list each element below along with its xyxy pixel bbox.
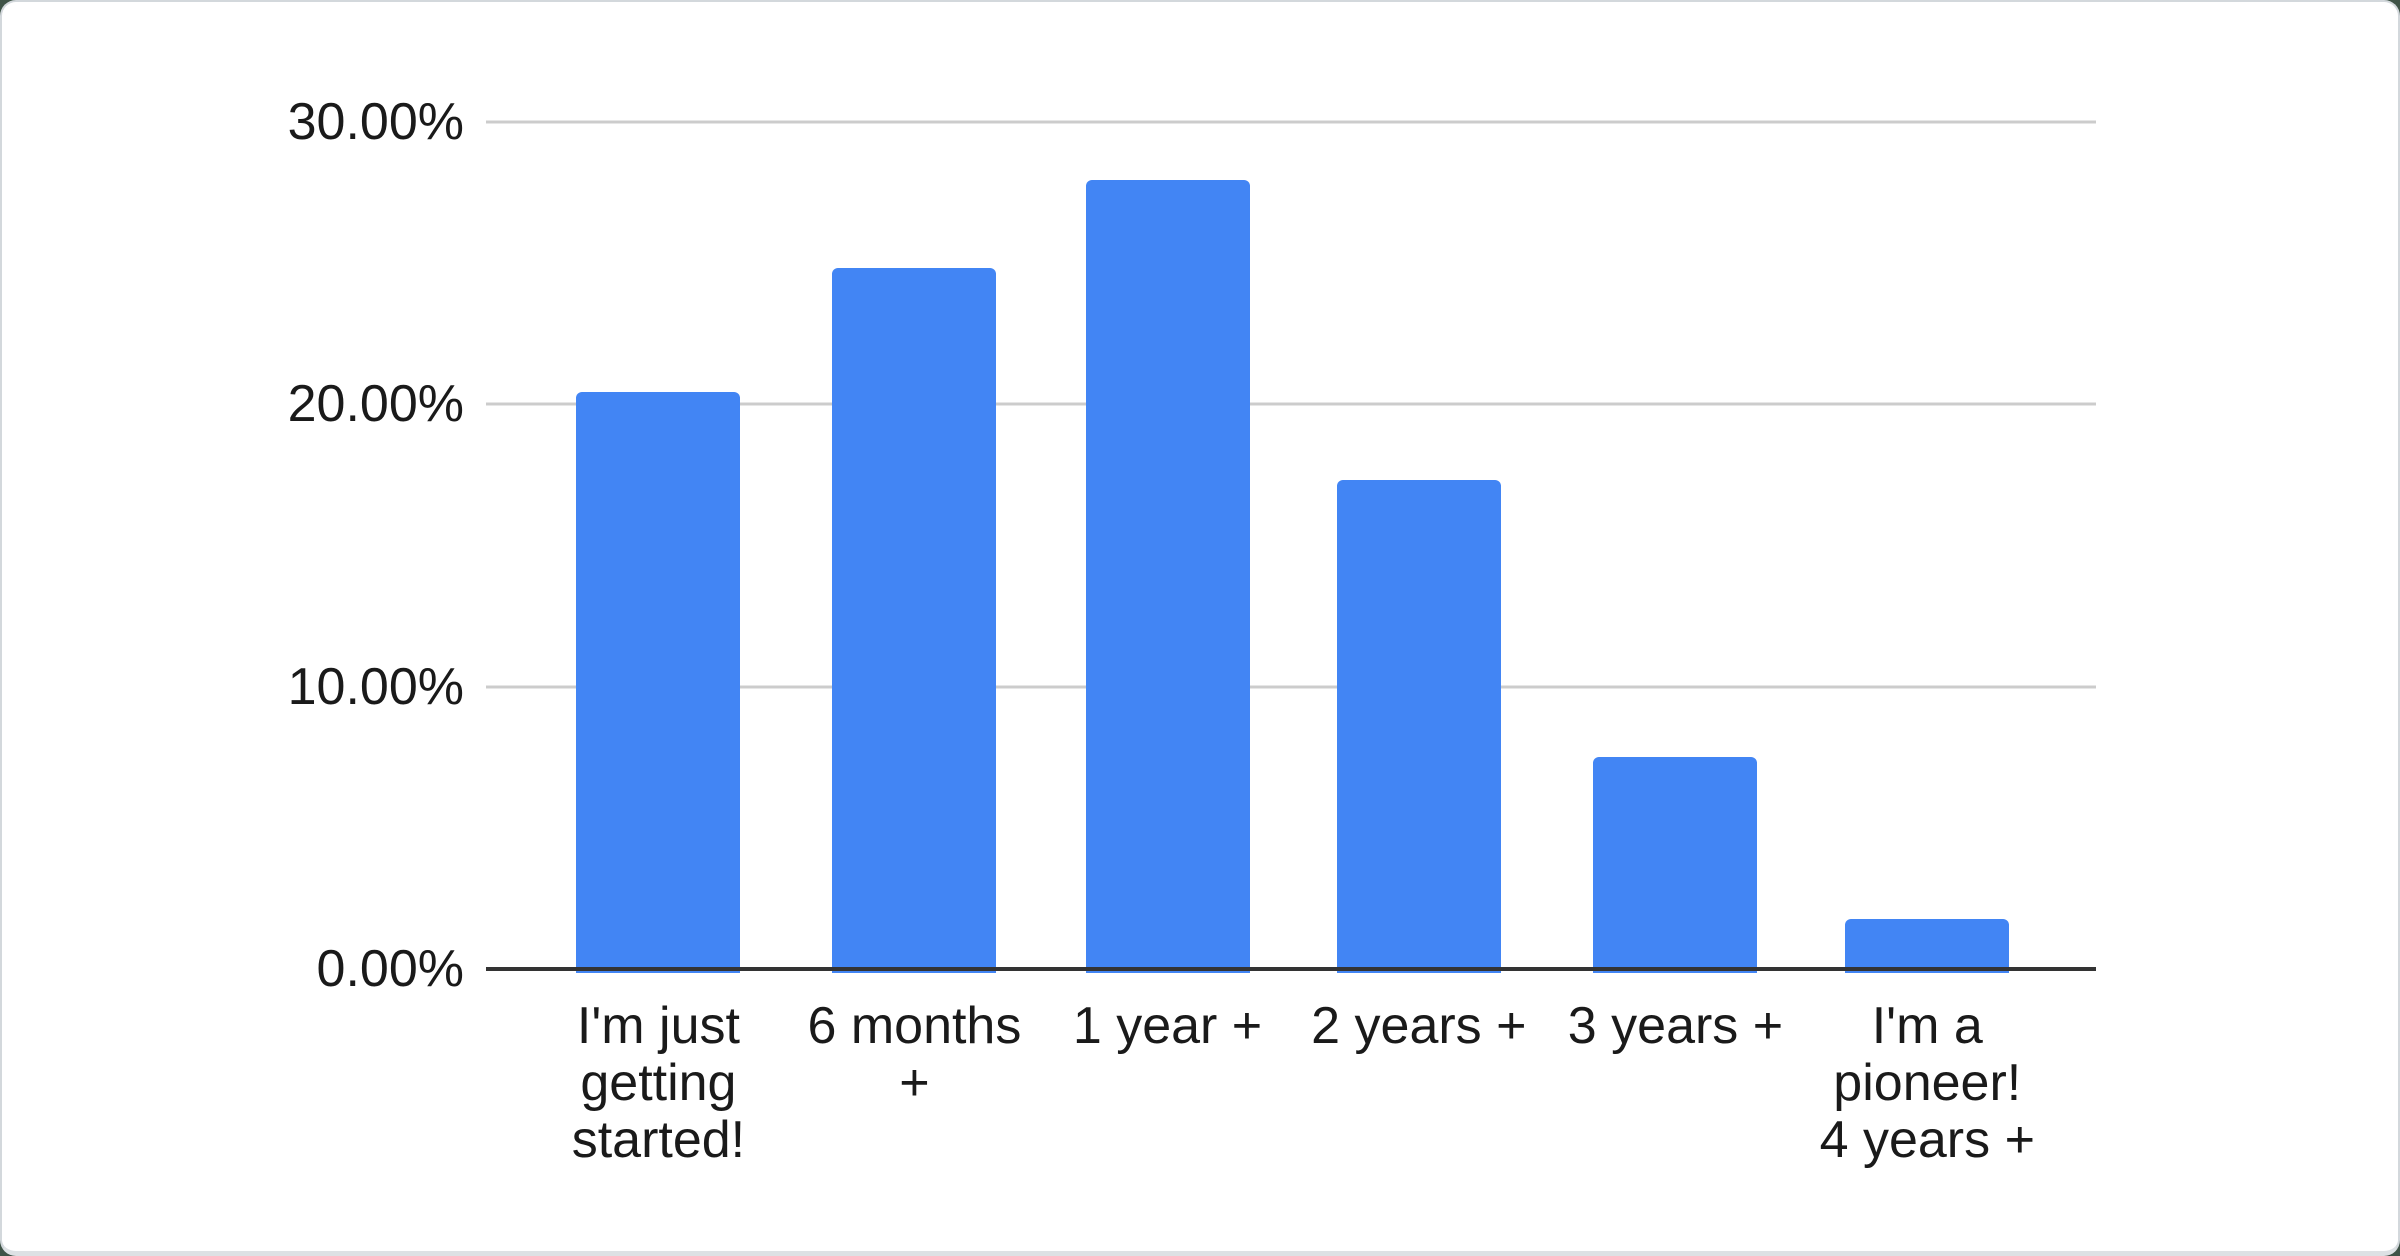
bar-5[interactable] (1593, 756, 1758, 973)
y-tick-label: 0.00% (316, 940, 464, 998)
x-tick-label: 3 years + (1567, 997, 1784, 1055)
y-tick-label: 10.00% (287, 657, 464, 716)
x-tick-label: I'm just getting started! (571, 997, 746, 1169)
bar-1[interactable] (576, 391, 741, 973)
y-tick-label: 20.00% (287, 375, 464, 434)
bar-6[interactable] (1845, 919, 2010, 973)
bar-2[interactable] (832, 267, 997, 973)
plot-area (486, 120, 2096, 973)
y-gridline (486, 120, 2096, 124)
x-tick-label: 2 years + (1311, 997, 1527, 1055)
x-axis-line (486, 967, 2096, 971)
x-tick-label: 6 months + (807, 997, 1022, 1112)
y-gridline (486, 685, 2096, 689)
y-tick-label: 30.00% (287, 93, 464, 151)
x-tick-label: 1 year + (1072, 997, 1263, 1055)
bar-4[interactable] (1336, 480, 1501, 973)
x-tick-label: I'm a pioneer! 4 years + (1819, 997, 2035, 1169)
y-gridline (486, 402, 2096, 406)
bar-3[interactable] (1085, 179, 1250, 973)
